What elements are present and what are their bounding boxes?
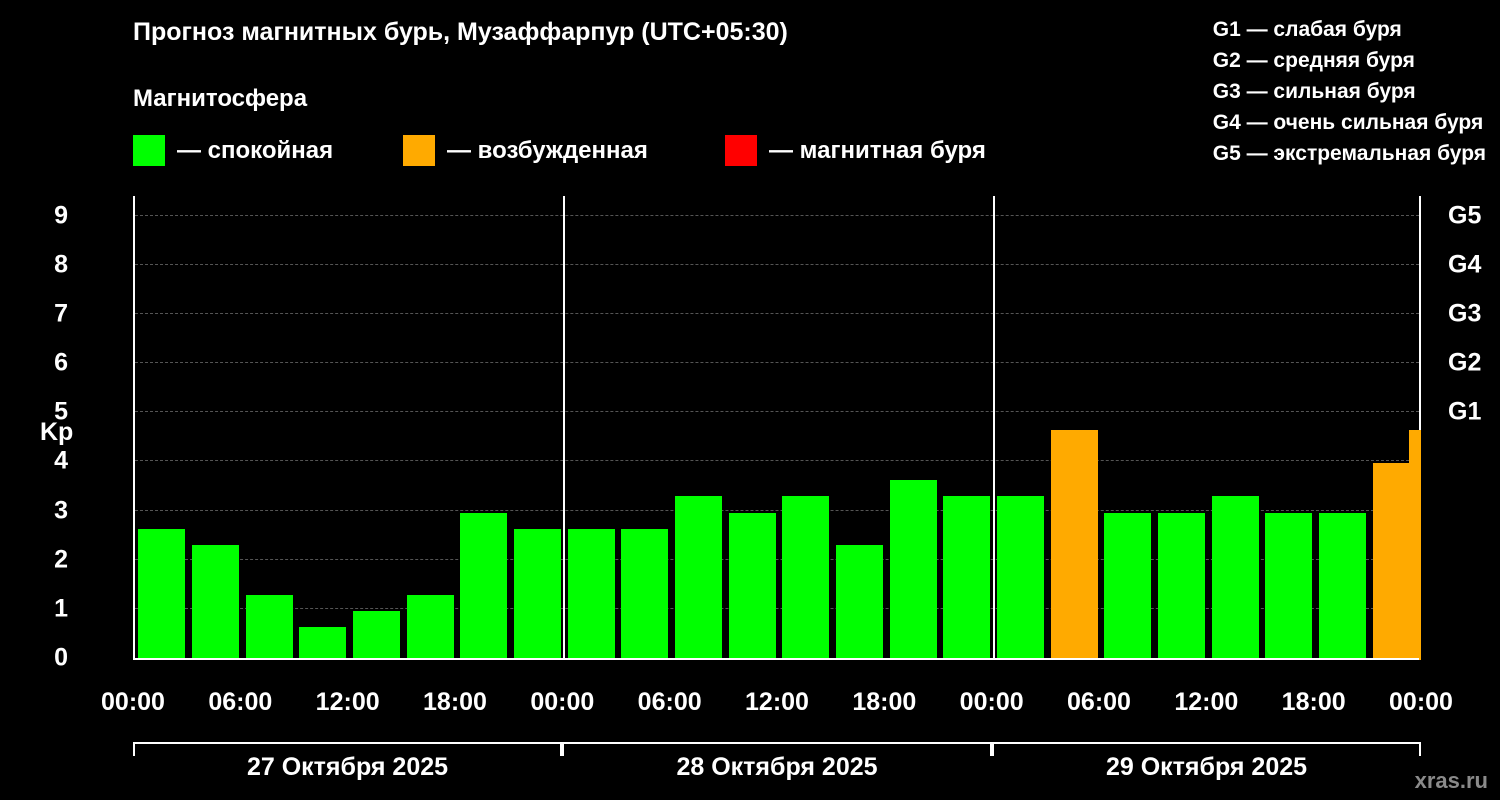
x-tick-5: 06:00 bbox=[637, 688, 702, 716]
gridline-8 bbox=[135, 263, 1419, 265]
gridline-2 bbox=[135, 558, 1419, 560]
gridline-6 bbox=[135, 362, 1419, 364]
legend-heading: Магнитосфера bbox=[133, 85, 308, 112]
legend-swatch-unsettled bbox=[403, 135, 435, 166]
bar bbox=[1265, 512, 1313, 660]
y-tick-7: 7 bbox=[54, 299, 68, 328]
bar-trailing bbox=[1409, 430, 1421, 660]
bar bbox=[889, 479, 937, 660]
x-tick-7: 18:00 bbox=[852, 688, 917, 716]
y-tick-6: 6 bbox=[54, 348, 68, 377]
legend-item-unsettled: — возбужденная bbox=[403, 135, 648, 166]
x-tick-10: 12:00 bbox=[1174, 688, 1239, 716]
day-rule-3 bbox=[992, 742, 1421, 756]
gridline-4 bbox=[135, 460, 1419, 462]
legend-swatch-quiet bbox=[133, 135, 165, 166]
y-tick-9: 9 bbox=[54, 201, 68, 230]
gridline-9 bbox=[135, 214, 1419, 216]
bar bbox=[191, 545, 240, 660]
bar bbox=[996, 496, 1045, 660]
gridline-3 bbox=[135, 509, 1419, 511]
bar bbox=[674, 496, 723, 660]
bar-series bbox=[135, 196, 1421, 660]
g-scale-line-g3: G3 — сильная буря bbox=[1212, 80, 1416, 103]
bar bbox=[782, 496, 830, 660]
x-tick-6: 12:00 bbox=[745, 688, 809, 716]
y-axis-label: Kp bbox=[40, 418, 74, 446]
g-tick-g2: G2 bbox=[1448, 348, 1482, 377]
y-tick-3: 3 bbox=[54, 496, 68, 525]
bar bbox=[1104, 512, 1152, 660]
x-tick-2: 12:00 bbox=[315, 688, 380, 716]
x-tick-1: 06:00 bbox=[208, 688, 273, 716]
bar bbox=[513, 528, 562, 660]
g-tick-g3: G3 bbox=[1448, 299, 1482, 328]
g-tick-g5: G5 bbox=[1448, 201, 1482, 230]
x-tick-8: 00:00 bbox=[959, 688, 1024, 716]
bar bbox=[352, 610, 401, 660]
g-tick-g4: G4 bbox=[1448, 250, 1482, 279]
bar bbox=[245, 594, 293, 660]
g-scale-line-g1: G1 — слабая буря bbox=[1212, 18, 1402, 41]
g-scale-line-g4: G4 — очень сильная буря bbox=[1212, 111, 1484, 134]
g-tick-g1: G1 bbox=[1448, 397, 1482, 426]
bar bbox=[1050, 430, 1098, 660]
bar bbox=[299, 627, 347, 660]
bar bbox=[406, 594, 454, 660]
x-tick-11: 18:00 bbox=[1281, 688, 1346, 716]
page-title: Прогноз магнитных бурь, Музаффарпур (UTC… bbox=[133, 18, 788, 46]
legend-item-storm: — магнитная буря bbox=[725, 135, 986, 166]
day-separator-2 bbox=[993, 196, 995, 660]
g-scale-line-g2: G2 — средняя буря bbox=[1212, 49, 1415, 72]
g-scale-line-g5: G5 — экстремальная буря bbox=[1212, 142, 1486, 165]
watermark: xras.ru bbox=[1414, 768, 1488, 793]
x-tick-9: 06:00 bbox=[1067, 688, 1131, 716]
y-tick-1: 1 bbox=[54, 594, 68, 623]
bar bbox=[138, 528, 186, 660]
x-tick-12: 00:00 bbox=[1389, 688, 1453, 716]
x-tick-3: 18:00 bbox=[423, 688, 487, 716]
y-tick-4: 4 bbox=[54, 446, 68, 475]
bar bbox=[567, 528, 615, 660]
y-tick-8: 8 bbox=[54, 250, 68, 279]
x-tick-4: 00:00 bbox=[530, 688, 595, 716]
bar bbox=[1318, 512, 1367, 660]
bar bbox=[621, 528, 669, 660]
gridline-7 bbox=[135, 312, 1419, 314]
bar bbox=[943, 496, 991, 660]
y-tick-5: 5 bbox=[54, 397, 68, 426]
gridline-1 bbox=[135, 607, 1419, 609]
x-tick-0: 00:00 bbox=[101, 688, 165, 716]
bar bbox=[728, 512, 776, 660]
y-tick-2: 2 bbox=[54, 545, 68, 574]
legend-label-unsettled: — возбужденная bbox=[447, 136, 648, 164]
x-axis-line bbox=[135, 658, 1419, 660]
bar bbox=[1211, 496, 1259, 660]
legend-label-storm: — магнитная буря bbox=[769, 136, 986, 164]
legend-swatch-storm bbox=[725, 135, 757, 166]
g-scale-legend: G1 — слабая буря G2 — средняя буря G3 — … bbox=[1213, 14, 1486, 169]
day-label-3: 29 Октября 2025 bbox=[1105, 753, 1308, 781]
day-rule-2 bbox=[562, 742, 992, 756]
legend-item-quiet: — спокойная bbox=[133, 135, 333, 166]
day-label-2: 28 Октября 2025 bbox=[676, 753, 878, 781]
gridline-5 bbox=[135, 411, 1419, 413]
bar bbox=[460, 512, 508, 660]
y-tick-0: 0 bbox=[54, 643, 68, 672]
day-separator-1 bbox=[563, 196, 565, 660]
bar bbox=[835, 545, 884, 660]
day-rule-1 bbox=[133, 742, 562, 756]
day-label-1: 27 Октября 2025 bbox=[246, 753, 449, 781]
legend-label-quiet: — спокойная bbox=[177, 136, 334, 164]
chart-plot-area bbox=[133, 196, 1421, 660]
bar bbox=[1157, 512, 1206, 660]
